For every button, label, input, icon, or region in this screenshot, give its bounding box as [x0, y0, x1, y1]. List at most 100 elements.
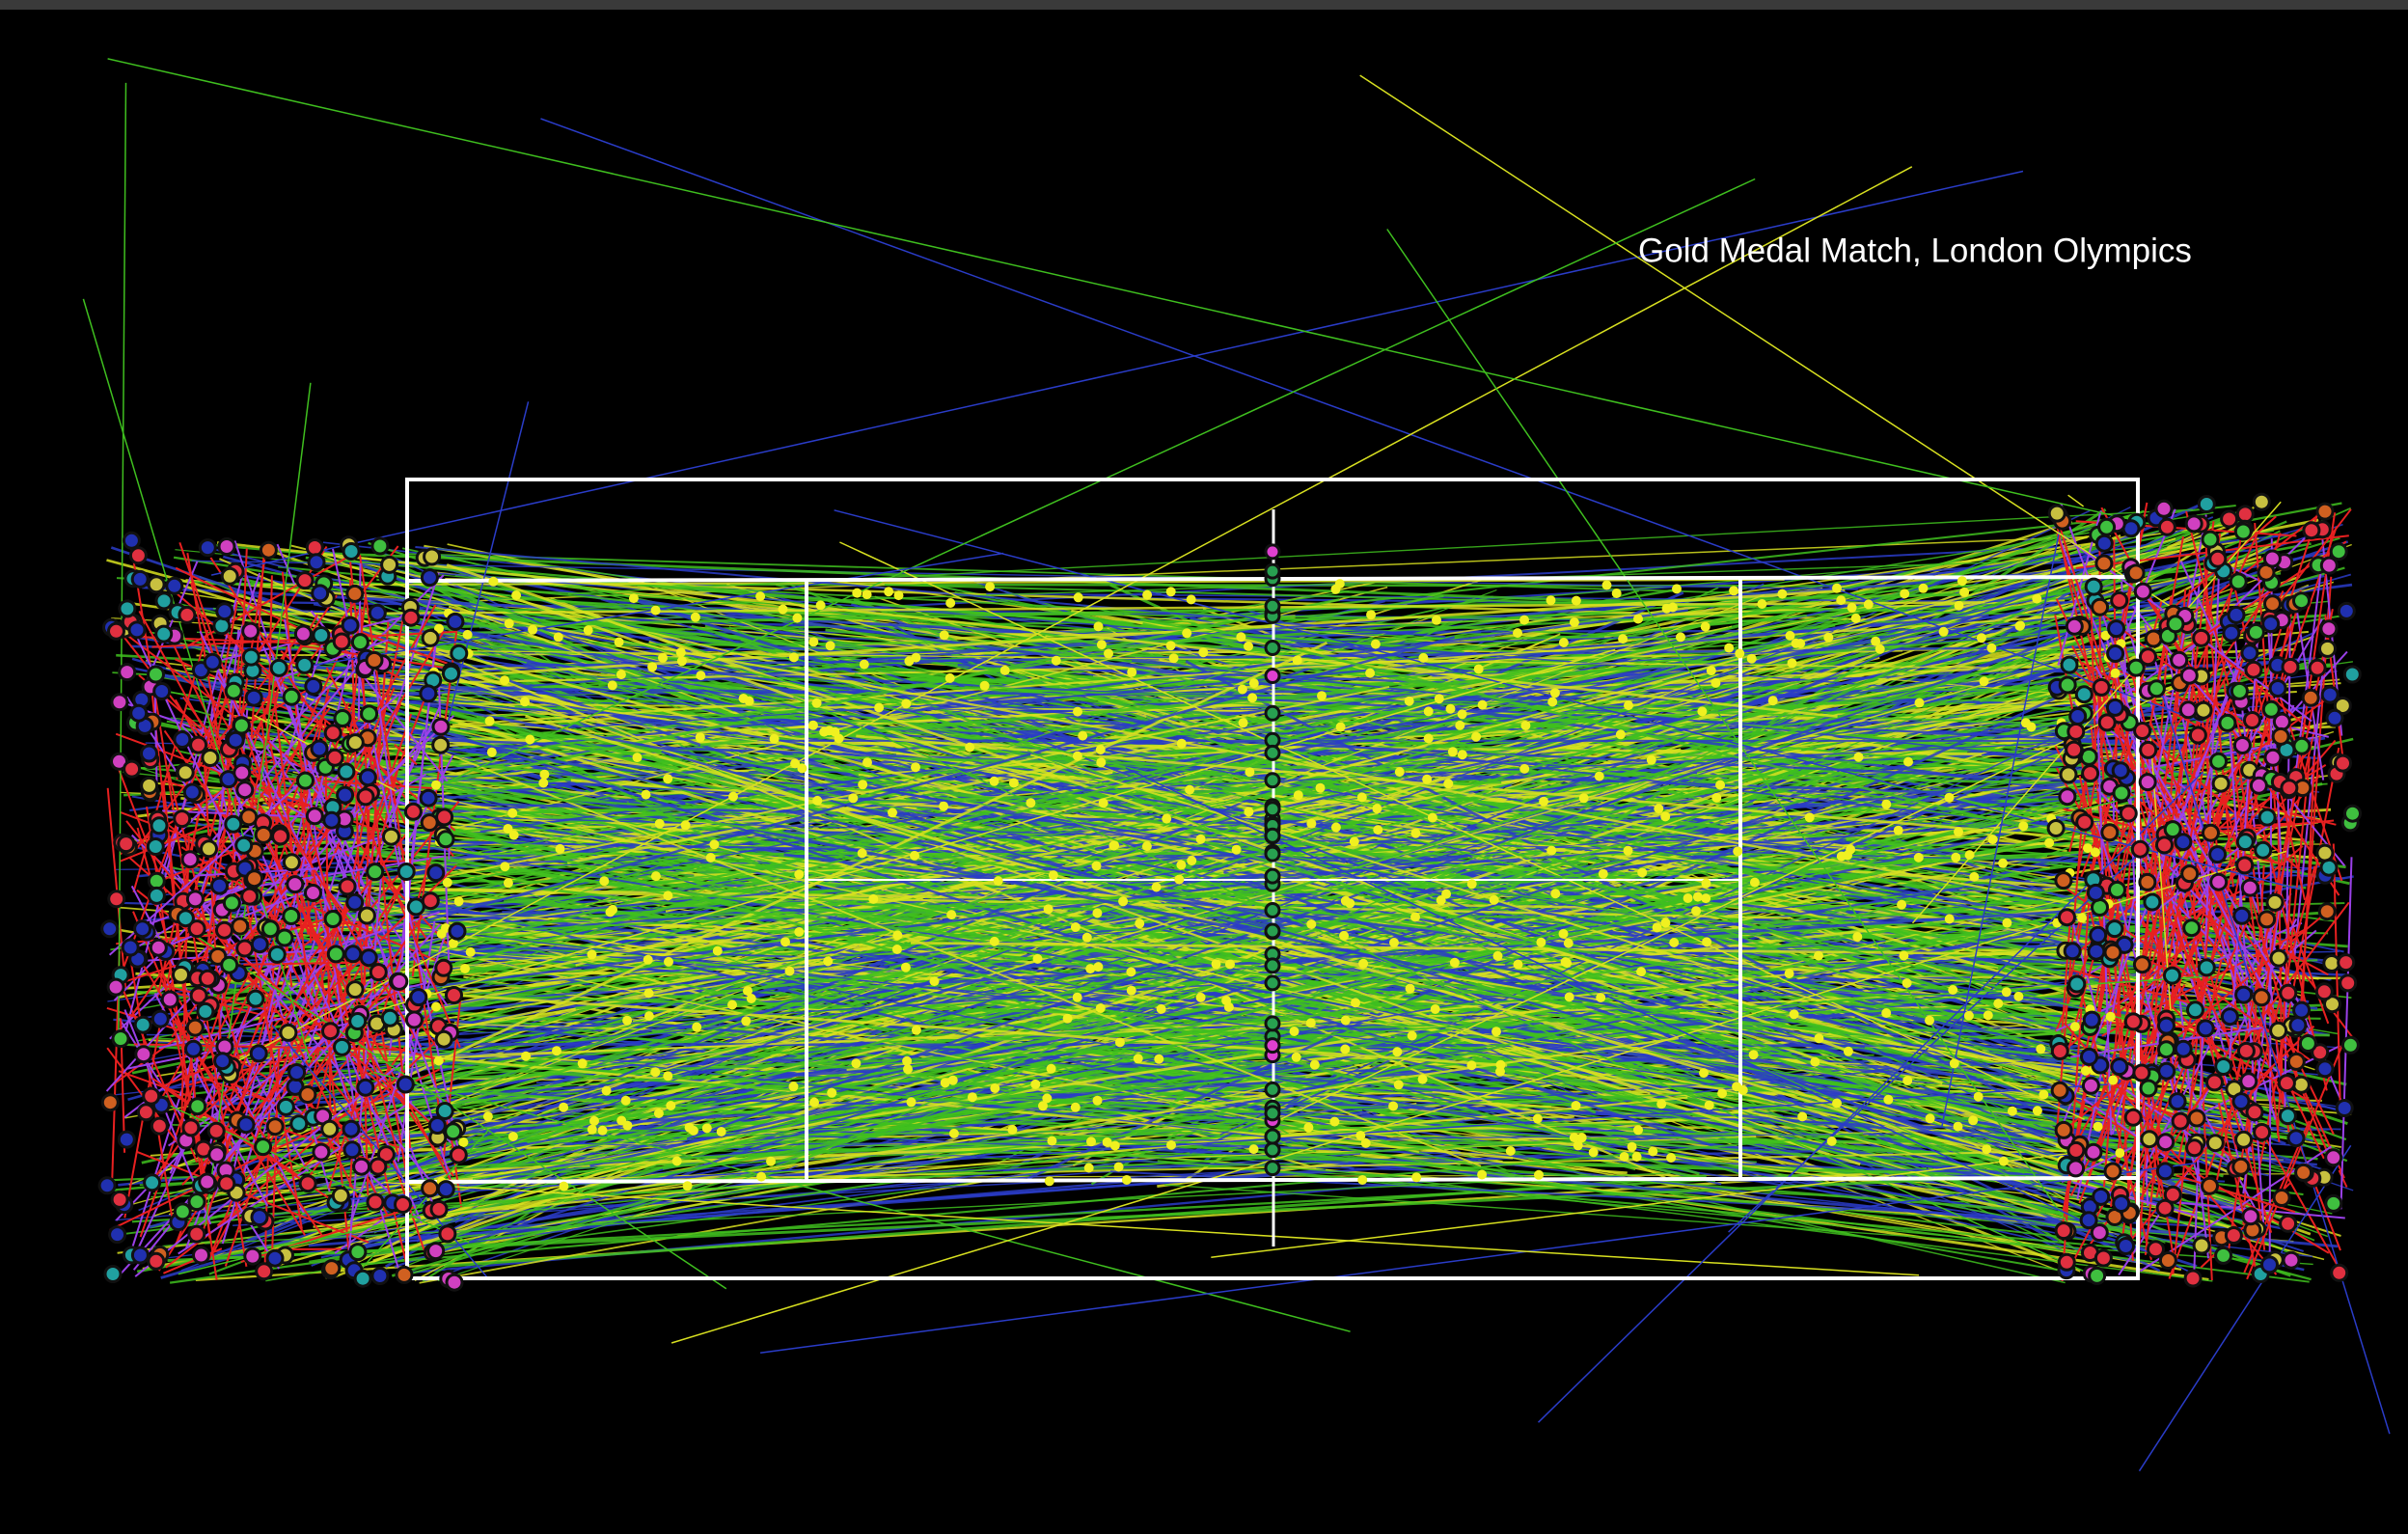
hit-point [2253, 1123, 2272, 1141]
hit-point [445, 1273, 464, 1292]
hit-point [2092, 677, 2111, 697]
movement-line [276, 543, 296, 585]
hit-point [181, 1118, 201, 1137]
bounce-point [696, 671, 706, 681]
bounce-point [1666, 1153, 1677, 1163]
hit-point [147, 1251, 166, 1271]
hit-point [421, 891, 440, 911]
hit-point [2058, 908, 2076, 927]
net-point [1264, 543, 1281, 561]
bounce-point [929, 976, 940, 987]
hit-point [2117, 1237, 2135, 1255]
hit-point [2163, 820, 2182, 839]
shot-line [301, 684, 1797, 1154]
bounce-point [1757, 599, 1767, 609]
shot-line [373, 686, 1390, 892]
bounce-point [746, 994, 756, 1003]
bounce-point [780, 937, 790, 947]
bounce-point [1417, 1074, 1428, 1084]
hit-point [2089, 925, 2108, 945]
bounce-point [643, 1011, 654, 1022]
bounce-point [1174, 874, 1185, 885]
bounce-point [1513, 628, 1522, 639]
hit-point [295, 655, 315, 674]
bounce-point [1142, 589, 1153, 600]
bounce-point [486, 747, 497, 757]
bounce-point [1422, 774, 1433, 784]
bounce-point [1899, 950, 1909, 961]
hit-point [434, 1029, 453, 1049]
hit-point [275, 928, 294, 947]
bounce-point [1735, 648, 1745, 659]
bounce-point [1092, 908, 1103, 918]
movement-line [2083, 1098, 2169, 1160]
movement-line [2340, 857, 2353, 1210]
bounce-point [1549, 688, 1560, 699]
bounce-point [628, 593, 639, 604]
hit-point [2231, 1092, 2251, 1111]
bounce-point [1162, 813, 1172, 824]
hit-point [206, 1121, 226, 1140]
bounce-point [709, 839, 720, 850]
movement-line [116, 765, 168, 893]
bounce-point [989, 776, 999, 786]
hit-point [420, 568, 439, 588]
hit-point [2317, 902, 2337, 921]
bounce-point [1874, 644, 1885, 654]
bounce-point [504, 618, 514, 629]
bounce-point [1578, 793, 1589, 804]
bounce-point [1513, 959, 1523, 970]
hit-point [397, 863, 416, 881]
bounce-point [1519, 763, 1530, 774]
hit-point [140, 744, 158, 763]
net-point [1264, 1037, 1281, 1055]
hit-point [243, 1246, 262, 1266]
hit-point [2105, 698, 2124, 717]
bounce-point [1083, 1163, 1094, 1173]
hit-point [338, 877, 357, 896]
hit-point [2265, 892, 2285, 912]
bounce-point [1633, 614, 1643, 624]
bounce-point [1711, 792, 1722, 803]
hit-point [2334, 753, 2352, 773]
hit-point [370, 536, 390, 556]
bounce-point [1176, 860, 1187, 870]
bounce-point [1237, 684, 1247, 695]
bounce-point [1236, 632, 1246, 643]
bounce-point [587, 1124, 597, 1135]
stray-line [107, 58, 2152, 526]
hit-point [147, 575, 166, 594]
bounce-point [1070, 1102, 1081, 1112]
shot-line [620, 661, 2127, 836]
bounce-point [1096, 640, 1107, 650]
bounce-point [1536, 937, 1546, 947]
hit-point [2139, 647, 2157, 667]
hit-point [2147, 1240, 2165, 1259]
bounce-point [1072, 751, 1082, 761]
hit-point [123, 759, 142, 779]
bounce-point [1656, 1099, 1667, 1109]
hit-point [2337, 953, 2356, 972]
hit-point [287, 1063, 307, 1082]
hit-point [323, 724, 342, 743]
hit-point [2110, 590, 2129, 610]
bounce-point [2002, 918, 2012, 928]
bounce-point [1564, 992, 1574, 1002]
movement-line [283, 1019, 389, 1217]
stray-line [760, 1162, 2197, 1354]
hit-point [345, 980, 365, 1000]
hit-point [322, 810, 342, 830]
bounce-point [1410, 912, 1420, 922]
bounce-point [1244, 641, 1253, 651]
hit-point [127, 620, 147, 640]
hit-point [2163, 1185, 2182, 1204]
hit-point [2209, 872, 2229, 891]
bounce-point [1660, 918, 1671, 928]
bounce-point [1672, 584, 1682, 594]
bounce-point [462, 629, 473, 640]
bounce-point [755, 591, 766, 602]
bounce-point [616, 670, 626, 680]
shot-points [97, 492, 2362, 1292]
movement-line [332, 548, 461, 1157]
bounce-point [1085, 964, 1096, 974]
